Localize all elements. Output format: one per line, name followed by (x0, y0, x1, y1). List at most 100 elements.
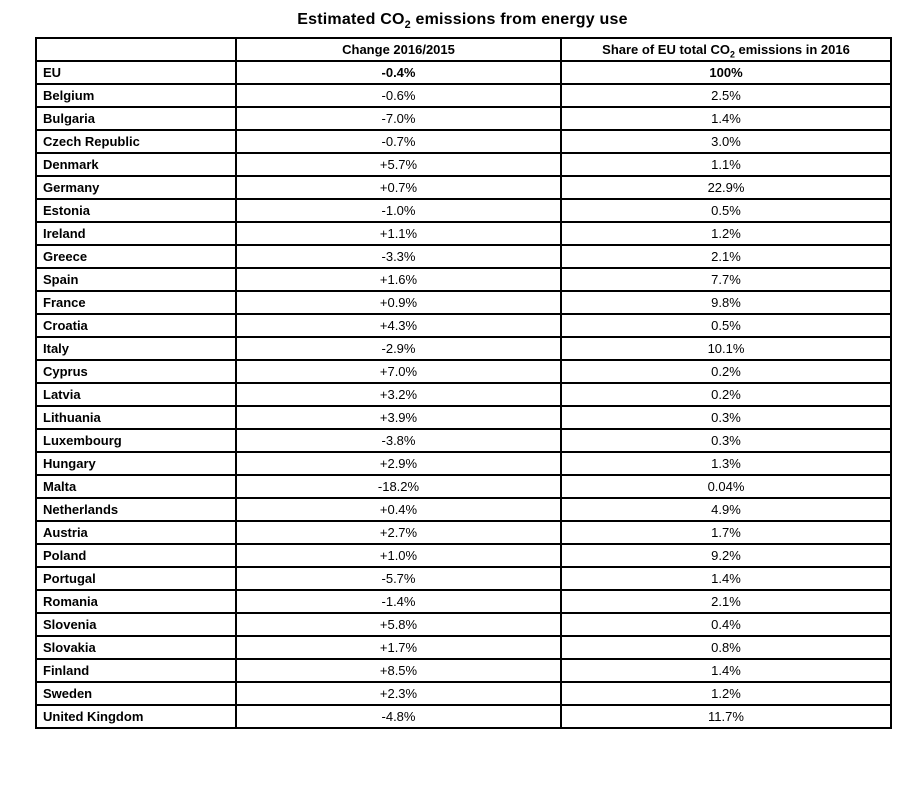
table-row: United Kingdom -4.8% 11.7% (35, 704, 892, 729)
table-row: Czech Republic -0.7% 3.0% (35, 129, 892, 154)
country-name: Portugal (35, 566, 237, 591)
table-row: Sweden +2.3% 1.2% (35, 681, 892, 706)
table-row: Hungary +2.9% 1.3% (35, 451, 892, 476)
table-header: Change 2016/2015 Share of EU total CO2 e… (35, 37, 892, 62)
col-header-share-post: emissions in 2016 (734, 42, 850, 57)
change-value: +7.0% (235, 359, 562, 384)
country-name: EU (35, 60, 237, 85)
table-row: Germany +0.7% 22.9% (35, 175, 892, 200)
table-row: Poland +1.0% 9.2% (35, 543, 892, 568)
change-value: -1.0% (235, 198, 562, 223)
table-row: Slovakia +1.7% 0.8% (35, 635, 892, 660)
share-value: 1.4% (560, 658, 892, 683)
share-value: 1.3% (560, 451, 892, 476)
change-value: +5.8% (235, 612, 562, 637)
country-name: Greece (35, 244, 237, 269)
table-row: Austria +2.7% 1.7% (35, 520, 892, 545)
page-title: Estimated CO2 emissions from energy use (35, 11, 890, 32)
change-value: +3.9% (235, 405, 562, 430)
table-row: Cyprus +7.0% 0.2% (35, 359, 892, 384)
country-name: Austria (35, 520, 237, 545)
table-row: Lithuania +3.9% 0.3% (35, 405, 892, 430)
country-name: Slovakia (35, 635, 237, 660)
change-value: -4.8% (235, 704, 562, 729)
share-value: 0.3% (560, 405, 892, 430)
table-row: Latvia +3.2% 0.2% (35, 382, 892, 407)
country-name: Italy (35, 336, 237, 361)
share-value: 100% (560, 60, 892, 85)
change-value: -3.3% (235, 244, 562, 269)
table-row: Italy -2.9% 10.1% (35, 336, 892, 361)
share-value: 1.2% (560, 221, 892, 246)
table-row: Bulgaria -7.0% 1.4% (35, 106, 892, 131)
change-value: +1.6% (235, 267, 562, 292)
country-name: Hungary (35, 451, 237, 476)
table-row: Slovenia +5.8% 0.4% (35, 612, 892, 637)
table-row: Spain +1.6% 7.7% (35, 267, 892, 292)
share-value: 9.8% (560, 290, 892, 315)
country-name: Romania (35, 589, 237, 614)
table-row: Belgium -0.6% 2.5% (35, 83, 892, 108)
change-value: +8.5% (235, 658, 562, 683)
country-name: Bulgaria (35, 106, 237, 131)
table-row: Greece -3.3% 2.1% (35, 244, 892, 269)
country-name: Netherlands (35, 497, 237, 522)
change-value: -0.7% (235, 129, 562, 154)
share-value: 7.7% (560, 267, 892, 292)
change-value: -2.9% (235, 336, 562, 361)
share-value: 1.2% (560, 681, 892, 706)
share-value: 0.2% (560, 382, 892, 407)
table-row: Ireland +1.1% 1.2% (35, 221, 892, 246)
share-value: 3.0% (560, 129, 892, 154)
change-value: +2.7% (235, 520, 562, 545)
change-value: +1.0% (235, 543, 562, 568)
change-value: +4.3% (235, 313, 562, 338)
col-header-share: Share of EU total CO2 emissions in 2016 (560, 37, 892, 62)
change-value: +2.3% (235, 681, 562, 706)
country-name: Lithuania (35, 405, 237, 430)
country-name: Cyprus (35, 359, 237, 384)
table-row: Croatia +4.3% 0.5% (35, 313, 892, 338)
change-value: -0.4% (235, 60, 562, 85)
change-value: +5.7% (235, 152, 562, 177)
share-value: 0.2% (560, 359, 892, 384)
change-value: -18.2% (235, 474, 562, 499)
col-header-change: Change 2016/2015 (235, 37, 562, 62)
share-value: 2.1% (560, 244, 892, 269)
country-name: Finland (35, 658, 237, 683)
table-row: Romania -1.4% 2.1% (35, 589, 892, 614)
emissions-table: Change 2016/2015 Share of EU total CO2 e… (35, 37, 892, 729)
page-title-pre: Estimated CO (297, 11, 405, 28)
country-name: Sweden (35, 681, 237, 706)
share-value: 22.9% (560, 175, 892, 200)
change-value: +0.4% (235, 497, 562, 522)
country-name: Denmark (35, 152, 237, 177)
country-name: United Kingdom (35, 704, 237, 729)
country-name: Croatia (35, 313, 237, 338)
share-value: 1.7% (560, 520, 892, 545)
share-value: 10.1% (560, 336, 892, 361)
change-value: -3.8% (235, 428, 562, 453)
change-value: +0.9% (235, 290, 562, 315)
table-row: Malta -18.2% 0.04% (35, 474, 892, 499)
country-name: France (35, 290, 237, 315)
page-title-subscript: 2 (404, 19, 411, 32)
table-body: EU -0.4% 100% Belgium -0.6% 2.5% Bulgari… (35, 60, 892, 729)
country-name: Estonia (35, 198, 237, 223)
share-value: 0.4% (560, 612, 892, 637)
share-value: 1.4% (560, 566, 892, 591)
share-value: 0.5% (560, 198, 892, 223)
share-value: 1.1% (560, 152, 892, 177)
col-header-share-subscript: 2 (730, 49, 735, 60)
change-value: -5.7% (235, 566, 562, 591)
share-value: 0.04% (560, 474, 892, 499)
change-value: +1.1% (235, 221, 562, 246)
change-value: -7.0% (235, 106, 562, 131)
country-name: Latvia (35, 382, 237, 407)
share-value: 11.7% (560, 704, 892, 729)
share-value: 0.3% (560, 428, 892, 453)
header-row: Change 2016/2015 Share of EU total CO2 e… (35, 37, 892, 62)
country-name: Czech Republic (35, 129, 237, 154)
country-name: Ireland (35, 221, 237, 246)
table-row: Netherlands +0.4% 4.9% (35, 497, 892, 522)
